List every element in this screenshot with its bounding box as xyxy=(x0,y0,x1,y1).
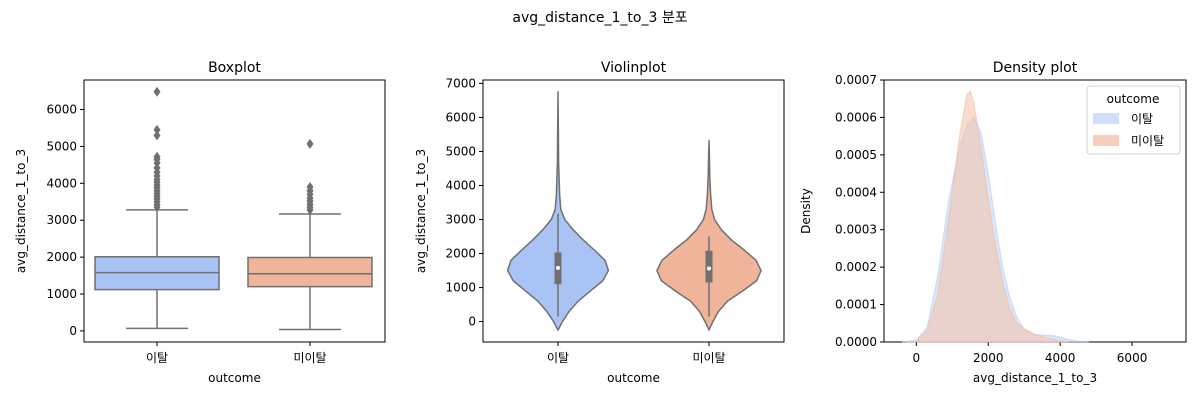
outlier-point xyxy=(153,130,161,141)
panel-title: Violinplot xyxy=(601,60,667,76)
outlier-point xyxy=(153,151,161,162)
x-tick-label: 2000 xyxy=(973,351,1004,365)
y-tick-label: 0.0000 xyxy=(835,335,877,349)
figure-title: avg_distance_1_to_3 분포 xyxy=(512,10,688,26)
violin-body xyxy=(656,139,762,331)
y-tick-label: 2000 xyxy=(46,250,77,264)
box-iqr xyxy=(247,256,373,288)
plot-frame xyxy=(482,79,785,343)
legend-label: 미이탈 xyxy=(1131,134,1164,148)
y-tick-label: 4000 xyxy=(46,176,77,190)
x-tick-label: 이탈 xyxy=(547,351,569,365)
y-tick-label: 4000 xyxy=(445,178,476,192)
density-area-series-2 xyxy=(905,90,1068,343)
y-tick-label: 0.0005 xyxy=(835,148,877,162)
y-tick-label: 5000 xyxy=(46,139,77,153)
plot-frame xyxy=(83,79,386,343)
x-axis-label: avg_distance_1_to_3 xyxy=(973,371,1097,385)
y-tick-label: 1000 xyxy=(445,281,476,295)
y-tick-label: 0 xyxy=(69,324,77,338)
legend-title: outcome xyxy=(1107,92,1160,106)
y-tick-label: 0.0001 xyxy=(835,298,877,312)
legend-label: 이탈 xyxy=(1131,112,1153,126)
y-axis-label: Density xyxy=(799,188,813,234)
y-tick-label: 0.0004 xyxy=(835,185,877,199)
y-tick-label: 1000 xyxy=(46,287,77,301)
x-tick-label: 0 xyxy=(913,351,921,365)
violin-median-point xyxy=(556,265,560,270)
y-tick-label: 3000 xyxy=(46,213,77,227)
y-tick-label: 6000 xyxy=(46,103,77,117)
y-tick-label: 0.0002 xyxy=(835,260,877,274)
y-tick-label: 6000 xyxy=(445,110,476,124)
y-tick-label: 0.0006 xyxy=(835,110,877,124)
x-axis-label: outcome xyxy=(607,371,660,385)
y-axis-label: avg_distance_1_to_3 xyxy=(414,149,428,273)
outlier-point xyxy=(306,182,314,193)
outlier-point xyxy=(153,86,161,97)
legend-swatch xyxy=(1093,135,1119,146)
y-tick-label: 0.0003 xyxy=(835,223,877,237)
panel-title: Boxplot xyxy=(208,60,261,76)
x-tick-label: 4000 xyxy=(1045,351,1076,365)
x-tick-label: 미이탈 xyxy=(293,351,326,365)
y-axis-label: avg_distance_1_to_3 xyxy=(14,149,28,273)
x-axis-label: outcome xyxy=(208,371,261,385)
violin-body xyxy=(506,91,610,331)
y-tick-label: 3000 xyxy=(445,213,476,227)
y-tick-label: 7000 xyxy=(445,76,476,90)
x-tick-label: 이탈 xyxy=(146,351,168,365)
y-tick-label: 0.0007 xyxy=(835,73,877,87)
x-tick-label: 미이탈 xyxy=(692,351,725,365)
x-tick-label: 6000 xyxy=(1117,351,1148,365)
y-tick-label: 2000 xyxy=(445,247,476,261)
outlier-point xyxy=(153,124,161,135)
outlier-point xyxy=(306,138,314,149)
violin-median-point xyxy=(707,266,711,271)
panel-title: Density plot xyxy=(993,60,1078,76)
legend-swatch xyxy=(1093,113,1119,124)
y-tick-label: 0 xyxy=(468,315,476,329)
y-tick-label: 5000 xyxy=(445,144,476,158)
